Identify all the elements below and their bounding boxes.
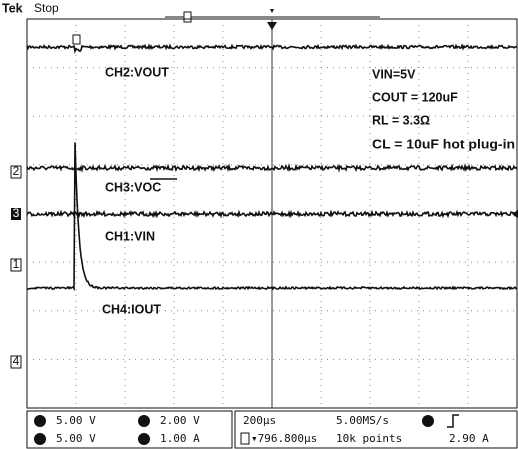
trace-label: CH3:VOC bbox=[105, 180, 161, 194]
annotation: CL = 10uF hot plug-in bbox=[372, 137, 515, 151]
trace-label: CH2:VOUT bbox=[105, 65, 169, 79]
trace-label: CH1:VIN bbox=[105, 229, 155, 243]
traces bbox=[26, 43, 518, 292]
trigger-position: ▾796.800µs bbox=[251, 432, 317, 445]
waveform bbox=[26, 43, 518, 55]
waveform bbox=[26, 162, 518, 173]
channel-dot bbox=[34, 415, 46, 427]
status: Stop bbox=[34, 1, 59, 15]
ch-scale: 1.00 A bbox=[160, 432, 200, 445]
channel-marker: 3 bbox=[13, 206, 20, 220]
channel-marker: 1 bbox=[13, 257, 20, 271]
brand: Tek bbox=[2, 1, 23, 15]
record-length: 10k points bbox=[336, 432, 402, 445]
trigger-t-marker bbox=[72, 34, 81, 45]
channel-marker: 4 bbox=[13, 354, 20, 368]
annotation: VIN=5V bbox=[372, 67, 416, 81]
ch-scale: 5.00 V bbox=[56, 414, 96, 427]
t-icon bbox=[240, 432, 250, 445]
marker-box bbox=[10, 258, 22, 272]
marker-box bbox=[11, 208, 21, 220]
readout-box bbox=[234, 410, 518, 449]
annotation: RL = 3.3Ω bbox=[372, 113, 430, 127]
trigger-arrow bbox=[267, 22, 277, 30]
readout-box bbox=[26, 410, 233, 449]
channel-dot bbox=[138, 433, 150, 445]
waveform bbox=[26, 142, 518, 292]
sample-rate: 5.00MS/s bbox=[336, 414, 389, 427]
channel-dot bbox=[138, 415, 150, 427]
ch-scale: 2.00 V bbox=[160, 414, 200, 427]
ch-scale: 5.00 V bbox=[56, 432, 96, 445]
trigger-pos-marker bbox=[183, 11, 192, 23]
slope-icon bbox=[447, 414, 459, 428]
channel-marker: 2 bbox=[13, 164, 20, 178]
trigger-level: 2.90 A bbox=[449, 432, 489, 445]
view-marker bbox=[270, 9, 274, 13]
grid bbox=[27, 19, 517, 408]
waveform bbox=[26, 209, 518, 219]
trigger-dot bbox=[422, 415, 434, 427]
trace-label: CH4:IOUT bbox=[102, 302, 161, 316]
readout: 5.00 V 2.00 V 200µs 5.00MS/s 2.90 A 5.00… bbox=[26, 410, 518, 449]
annotation: COUT = 120uF bbox=[372, 90, 458, 104]
channel-dot bbox=[34, 433, 46, 445]
channel-markers: 2 3 1 4 bbox=[10, 164, 22, 369]
marker-box bbox=[10, 355, 22, 369]
timebase: 200µs bbox=[243, 414, 276, 427]
trigger-level-marker bbox=[512, 210, 518, 218]
marker-box bbox=[10, 165, 22, 179]
